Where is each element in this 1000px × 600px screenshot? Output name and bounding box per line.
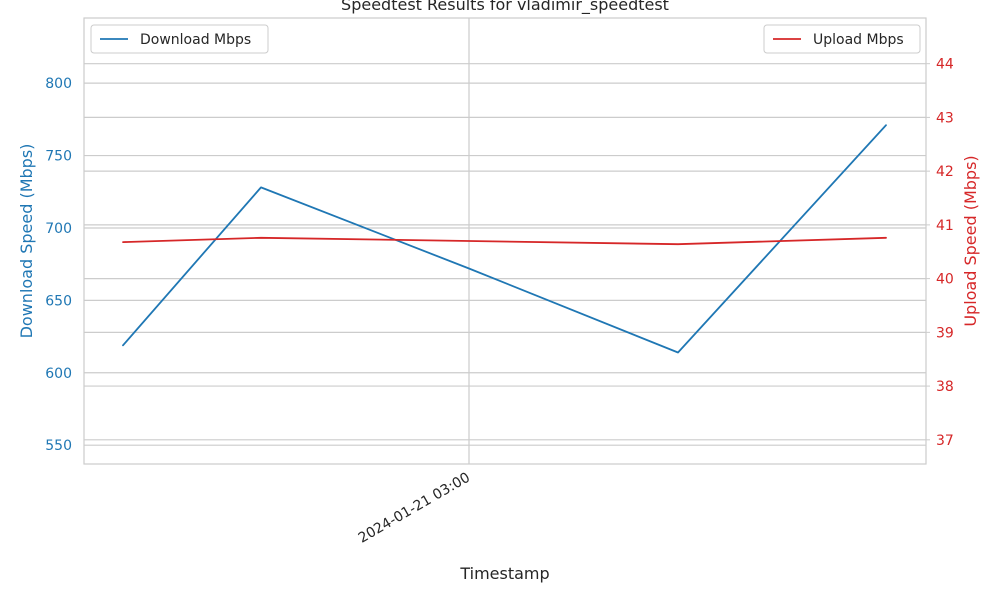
right-tick-label: 41 (936, 218, 954, 234)
right-tick-label: 38 (936, 379, 954, 395)
right-tick-label: 39 (936, 325, 954, 341)
legend-download-box (90, 24, 269, 54)
right-axis-label: Upload Speed (Mbps) (961, 155, 980, 326)
left-tick-label: 650 (45, 293, 72, 309)
grid-lines (84, 18, 926, 464)
legend-upload[interactable]: Upload Mbps (763, 24, 921, 54)
right-tick-label: 37 (936, 433, 954, 449)
left-tick-label: 550 (45, 438, 72, 454)
left-axis-label: Download Speed (Mbps) (17, 144, 36, 339)
right-tick-label: 43 (936, 110, 954, 126)
plot-frame (83, 17, 927, 465)
x-axis-ticks: 2024-01-21 03:00 (356, 470, 473, 547)
x-tick-label: 2024-01-21 03:00 (356, 470, 473, 547)
left-tick-label: 800 (45, 76, 72, 92)
x-axis-label: Timestamp (459, 564, 549, 583)
left-tick-label: 750 (45, 149, 72, 165)
right-tick-label: 42 (936, 164, 954, 180)
left-axis-ticks: 550 600 650 700 750 800 (45, 76, 72, 454)
right-axis-ticks: 37 38 39 40 41 42 43 44 (926, 57, 954, 449)
legend-upload-label: Upload Mbps (813, 32, 904, 48)
series-lines (122, 124, 887, 354)
legend-upload-box (763, 24, 921, 54)
right-tick-label: 44 (936, 57, 954, 73)
left-tick-label: 700 (45, 221, 72, 237)
legend-download[interactable]: Download Mbps (90, 24, 269, 54)
right-tick-label: 40 (936, 272, 954, 288)
legend-download-label: Download Mbps (140, 32, 251, 48)
chart-title: Speedtest Results for vladimir_speedtest (341, 0, 669, 15)
series-line-upload (122, 236, 887, 246)
left-tick-label: 600 (45, 366, 72, 382)
